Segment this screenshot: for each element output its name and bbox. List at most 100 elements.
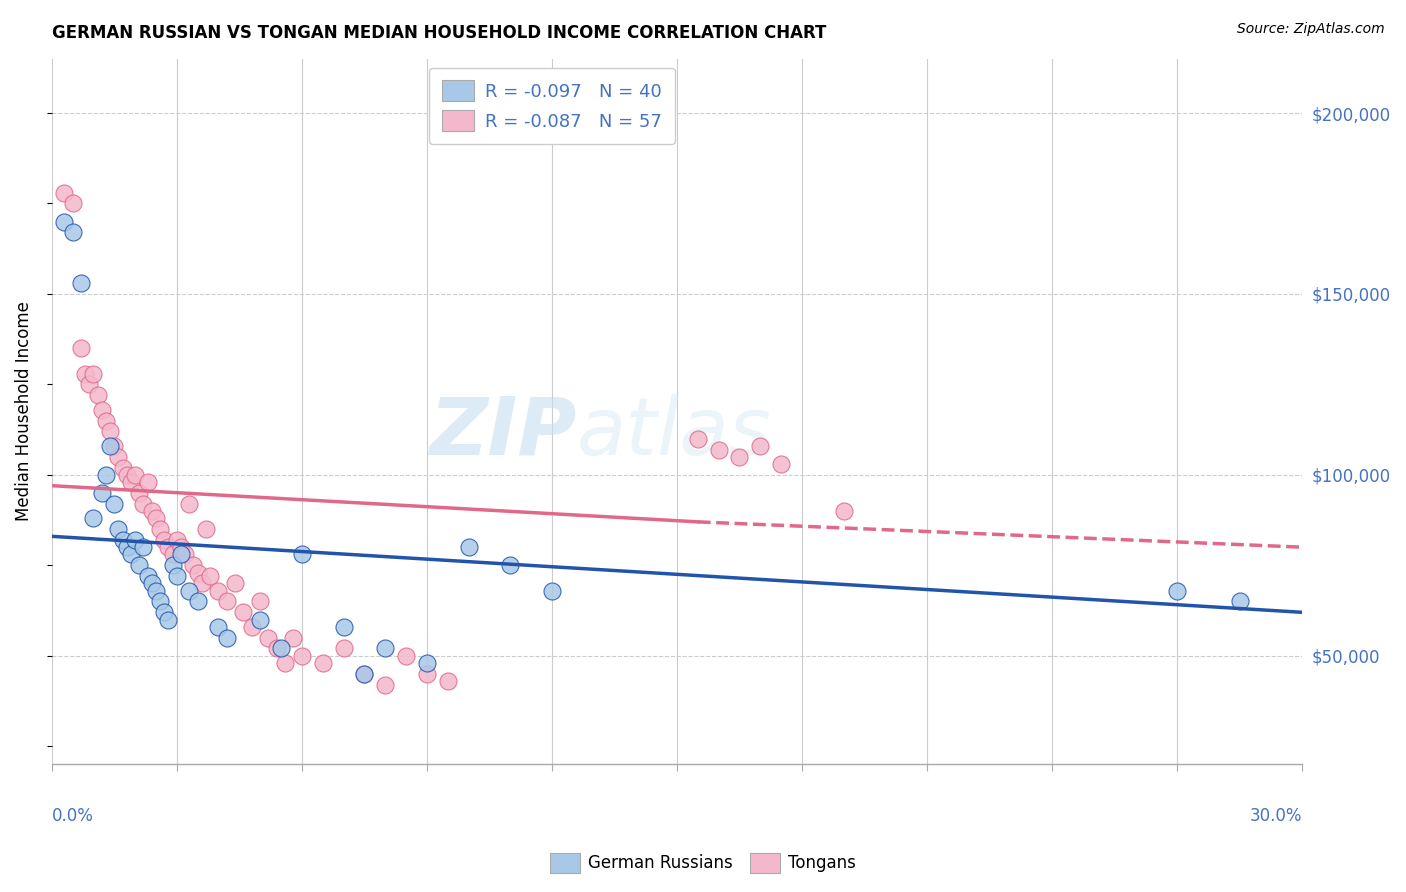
Legend: R = -0.097   N = 40, R = -0.087   N = 57: R = -0.097 N = 40, R = -0.087 N = 57 <box>429 68 675 144</box>
Point <box>266 641 288 656</box>
Point <box>395 648 418 663</box>
Point <box>98 425 121 439</box>
Point <box>94 413 117 427</box>
Point <box>70 341 93 355</box>
Point <box>62 196 84 211</box>
Point <box>257 631 280 645</box>
Point <box>149 522 172 536</box>
Point <box>728 450 751 464</box>
Point <box>270 641 292 656</box>
Point <box>128 486 150 500</box>
Point <box>53 214 76 228</box>
Point <box>145 583 167 598</box>
Point <box>124 533 146 547</box>
Point <box>136 569 159 583</box>
Point <box>70 276 93 290</box>
Point <box>53 186 76 200</box>
Point <box>166 569 188 583</box>
Point <box>94 467 117 482</box>
Point <box>103 439 125 453</box>
Point <box>107 450 129 464</box>
Point <box>374 641 396 656</box>
Point <box>311 656 333 670</box>
Point <box>274 656 297 670</box>
Point <box>111 533 134 547</box>
Point <box>90 402 112 417</box>
Point <box>353 666 375 681</box>
Text: Source: ZipAtlas.com: Source: ZipAtlas.com <box>1237 22 1385 37</box>
Text: 30.0%: 30.0% <box>1250 806 1302 824</box>
Point <box>215 631 238 645</box>
Point <box>416 656 439 670</box>
Point <box>187 566 209 580</box>
Text: 0.0%: 0.0% <box>52 806 94 824</box>
Point <box>207 620 229 634</box>
Point <box>141 576 163 591</box>
Point <box>179 497 201 511</box>
Point <box>107 522 129 536</box>
Point <box>499 558 522 573</box>
Point <box>1166 583 1188 598</box>
Point <box>132 540 155 554</box>
Point <box>162 548 184 562</box>
Point <box>232 605 254 619</box>
Point <box>153 533 176 547</box>
Point <box>157 540 180 554</box>
Y-axis label: Median Household Income: Median Household Income <box>15 301 32 522</box>
Legend: German Russians, Tongans: German Russians, Tongans <box>543 847 863 880</box>
Point <box>136 475 159 489</box>
Point <box>353 666 375 681</box>
Point <box>194 522 217 536</box>
Point <box>115 467 138 482</box>
Point <box>770 457 793 471</box>
Point <box>198 569 221 583</box>
Point <box>153 605 176 619</box>
Point <box>82 367 104 381</box>
Point <box>174 548 197 562</box>
Point <box>187 594 209 608</box>
Point <box>115 540 138 554</box>
Point <box>215 594 238 608</box>
Text: GERMAN RUSSIAN VS TONGAN MEDIAN HOUSEHOLD INCOME CORRELATION CHART: GERMAN RUSSIAN VS TONGAN MEDIAN HOUSEHOL… <box>52 24 827 42</box>
Point <box>82 511 104 525</box>
Point <box>162 558 184 573</box>
Point <box>249 613 271 627</box>
Point <box>224 576 246 591</box>
Point <box>77 377 100 392</box>
Point <box>86 388 108 402</box>
Point <box>416 666 439 681</box>
Point <box>141 504 163 518</box>
Point <box>436 674 458 689</box>
Point <box>120 475 142 489</box>
Point <box>179 583 201 598</box>
Point <box>332 641 354 656</box>
Text: ZIP: ZIP <box>430 393 576 472</box>
Point <box>686 432 709 446</box>
Point <box>170 540 193 554</box>
Point <box>283 631 305 645</box>
Point <box>62 226 84 240</box>
Point <box>541 583 564 598</box>
Point <box>75 367 97 381</box>
Point <box>207 583 229 598</box>
Text: atlas: atlas <box>576 393 772 472</box>
Point <box>124 467 146 482</box>
Point <box>166 533 188 547</box>
Point <box>240 620 263 634</box>
Point <box>145 511 167 525</box>
Point <box>291 548 314 562</box>
Point <box>111 460 134 475</box>
Point <box>120 548 142 562</box>
Point <box>1229 594 1251 608</box>
Point <box>90 486 112 500</box>
Point <box>457 540 479 554</box>
Point <box>749 439 772 453</box>
Point <box>128 558 150 573</box>
Point <box>291 648 314 663</box>
Point <box>149 594 172 608</box>
Point <box>170 548 193 562</box>
Point <box>157 613 180 627</box>
Point <box>374 678 396 692</box>
Point <box>98 439 121 453</box>
Point <box>832 504 855 518</box>
